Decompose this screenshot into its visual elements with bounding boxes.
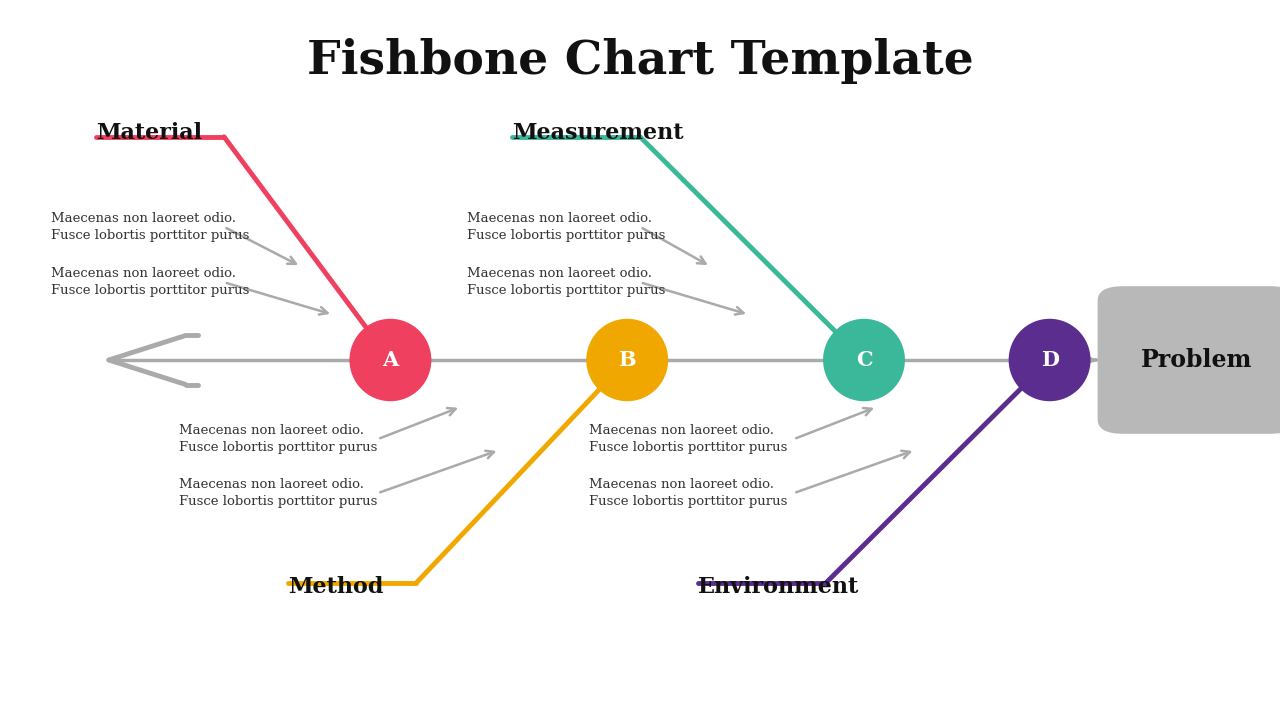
Text: Method: Method: [288, 576, 384, 598]
Text: Maecenas non laoreet odio.
Fusce lobortis porttitor purus: Maecenas non laoreet odio. Fusce loborti…: [589, 478, 787, 508]
FancyBboxPatch shape: [1098, 287, 1280, 433]
Text: A: A: [383, 350, 398, 370]
Ellipse shape: [586, 319, 668, 401]
Text: Maecenas non laoreet odio.
Fusce lobortis porttitor purus: Maecenas non laoreet odio. Fusce loborti…: [589, 424, 787, 454]
Text: Maecenas non laoreet odio.
Fusce lobortis porttitor purus: Maecenas non laoreet odio. Fusce loborti…: [51, 212, 250, 242]
Text: Maecenas non laoreet odio.
Fusce lobortis porttitor purus: Maecenas non laoreet odio. Fusce loborti…: [179, 478, 378, 508]
Text: Maecenas non laoreet odio.
Fusce lobortis porttitor purus: Maecenas non laoreet odio. Fusce loborti…: [467, 212, 666, 242]
Text: Problem: Problem: [1140, 348, 1253, 372]
Text: C: C: [856, 350, 872, 370]
Text: Measurement: Measurement: [512, 122, 684, 144]
Text: B: B: [618, 350, 636, 370]
Text: Maecenas non laoreet odio.
Fusce lobortis porttitor purus: Maecenas non laoreet odio. Fusce loborti…: [467, 267, 666, 297]
Text: Material: Material: [96, 122, 202, 144]
Text: Fishbone Chart Template: Fishbone Chart Template: [307, 38, 973, 84]
Ellipse shape: [349, 319, 431, 401]
Text: D: D: [1041, 350, 1059, 370]
Ellipse shape: [1009, 319, 1091, 401]
Text: Environment: Environment: [698, 576, 859, 598]
Text: Maecenas non laoreet odio.
Fusce lobortis porttitor purus: Maecenas non laoreet odio. Fusce loborti…: [51, 267, 250, 297]
Ellipse shape: [823, 319, 905, 401]
Text: Maecenas non laoreet odio.
Fusce lobortis porttitor purus: Maecenas non laoreet odio. Fusce loborti…: [179, 424, 378, 454]
